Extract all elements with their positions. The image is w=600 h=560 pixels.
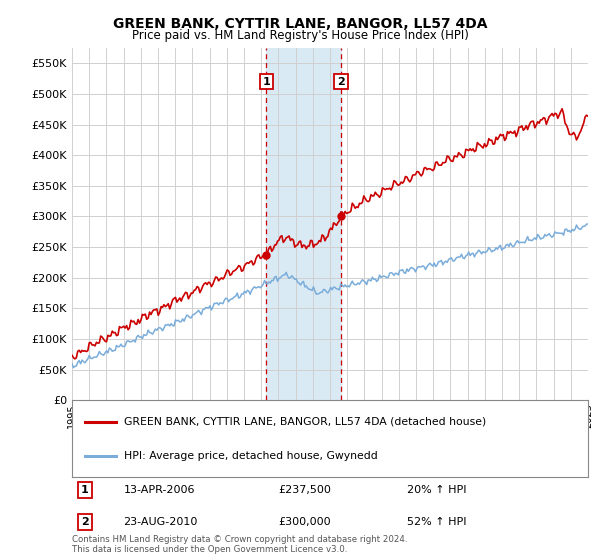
- Text: £300,000: £300,000: [278, 517, 331, 527]
- Text: Price paid vs. HM Land Registry's House Price Index (HPI): Price paid vs. HM Land Registry's House …: [131, 29, 469, 42]
- Text: 23-AUG-2010: 23-AUG-2010: [124, 517, 198, 527]
- Text: 1: 1: [81, 486, 89, 496]
- Text: GREEN BANK, CYTTIR LANE, BANGOR, LL57 4DA: GREEN BANK, CYTTIR LANE, BANGOR, LL57 4D…: [113, 17, 487, 31]
- Bar: [266, 48, 341, 400]
- Text: 52% ↑ HPI: 52% ↑ HPI: [407, 517, 467, 527]
- Text: This data is licensed under the Open Government Licence v3.0.: This data is licensed under the Open Gov…: [72, 545, 347, 554]
- Text: 13-APR-2006: 13-APR-2006: [124, 486, 195, 496]
- Text: HPI: Average price, detached house, Gwynedd: HPI: Average price, detached house, Gwyn…: [124, 451, 377, 461]
- Text: 2: 2: [337, 77, 345, 87]
- Text: 20% ↑ HPI: 20% ↑ HPI: [407, 486, 467, 496]
- Text: £237,500: £237,500: [278, 486, 331, 496]
- Text: Contains HM Land Registry data © Crown copyright and database right 2024.: Contains HM Land Registry data © Crown c…: [72, 535, 407, 544]
- Text: GREEN BANK, CYTTIR LANE, BANGOR, LL57 4DA (detached house): GREEN BANK, CYTTIR LANE, BANGOR, LL57 4D…: [124, 417, 486, 427]
- Text: 2: 2: [81, 517, 89, 527]
- Text: 1: 1: [262, 77, 270, 87]
